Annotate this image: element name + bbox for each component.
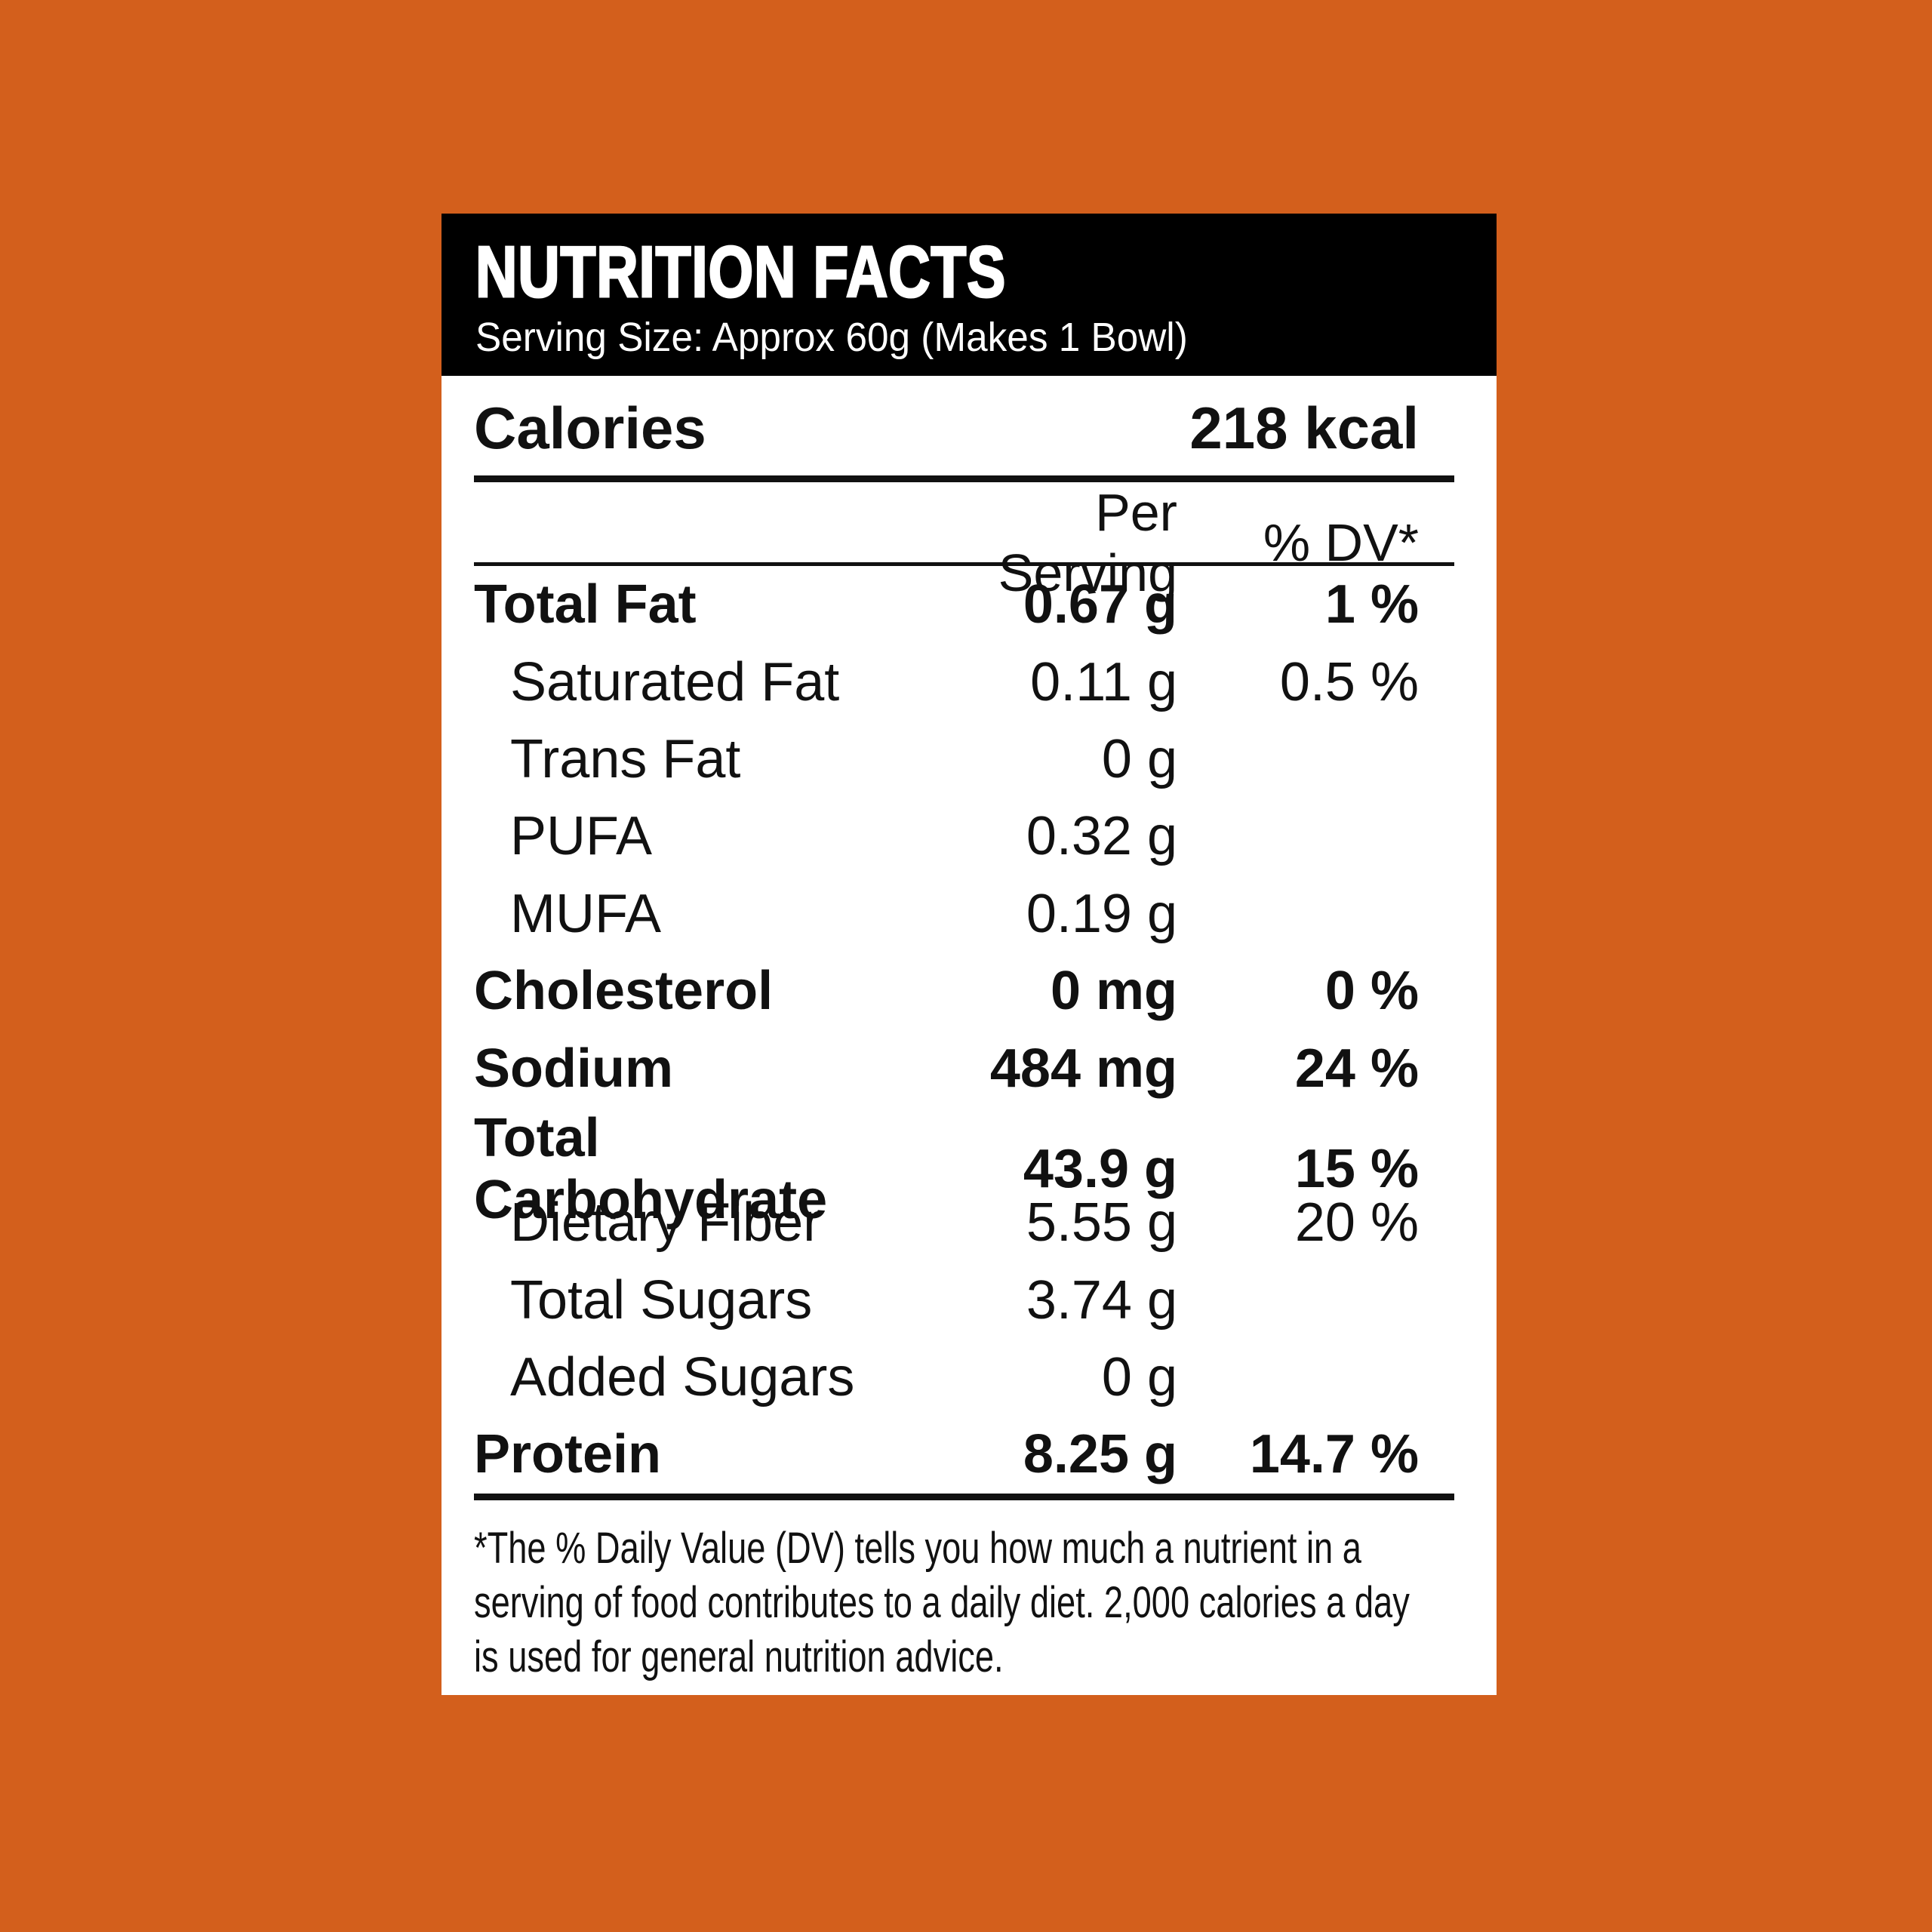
nutrient-name: Saturated Fat [510, 651, 840, 712]
serving-size-text: Serving Size: Approx 60g (Makes 1 Bowl) [475, 315, 1188, 360]
nutrient-row: Total Sugars 3.74 g [474, 1262, 1454, 1339]
nutrient-name: Cholesterol [474, 961, 774, 1022]
nutrient-name: MUFA [510, 883, 662, 944]
nutrient-name: Total Carbohydrate [474, 1107, 828, 1230]
nutrient-daily-value: 0.5 % [1279, 651, 1419, 712]
nutrient-name: Dietary Fiber [510, 1192, 822, 1254]
footnote-line: serving of food contributes to a daily d… [474, 1577, 1410, 1627]
nutrient-name: Added Sugars [510, 1347, 855, 1408]
label-header: NUTRITION FACTS Serving Size: Approx 60g… [441, 214, 1497, 376]
footnote-line: is used for general nutrition advice. [474, 1632, 1004, 1681]
nutrient-amount: 0 g [1101, 1347, 1177, 1408]
nutrient-name: Total Fat [474, 574, 697, 635]
nutrient-daily-value: 1 % [1324, 574, 1419, 635]
nutrient-row: Dietary Fiber 5.55 g 20 % [474, 1184, 1454, 1261]
nutrient-name: Sodium [474, 1038, 673, 1099]
nutrient-row: Added Sugars 0 g [474, 1339, 1454, 1416]
nutrient-row: MUFA 0.19 g [474, 875, 1454, 952]
footnote-line: *The % Daily Value (DV) tells you how mu… [474, 1523, 1361, 1573]
nutrient-amount: 0.32 g [1026, 806, 1177, 867]
nutrient-name: Trans Fat [510, 728, 741, 789]
label-body: Calories 218 kcal Per Serving % DV* Tota… [441, 376, 1497, 1684]
nutrient-row: Cholesterol 0 mg 0 % [474, 952, 1454, 1029]
nutrient-daily-value: 14.7 % [1249, 1424, 1419, 1485]
nutrient-rows: Total Fat 0.67 g 1 % Saturated Fat 0.11 g 0.5… [474, 566, 1454, 1494]
calories-value: 218 kcal [1189, 394, 1419, 461]
divider-thin [474, 562, 1454, 566]
per-serving-column-header: Per Serving [998, 483, 1177, 602]
nutrient-row: Trans Fat 0 g [474, 721, 1454, 798]
nutrient-row: Saturated Fat 0.11 g 0.5 % [474, 643, 1454, 720]
daily-value-column-header: % DV* [1263, 513, 1419, 572]
calories-row: Calories 218 kcal [474, 376, 1454, 475]
nutrient-daily-value: 15 % [1294, 1138, 1419, 1199]
nutrient-amount: 0.67 g [1023, 574, 1177, 635]
divider-thick-top [474, 475, 1454, 482]
divider-thick-bottom [474, 1493, 1454, 1500]
nutrient-amount: 0 g [1101, 728, 1177, 789]
nutrient-row: Protein 8.25 g 14.7 % [474, 1416, 1454, 1493]
nutrient-amount: 5.55 g [1026, 1192, 1177, 1254]
nutrient-daily-value: 0 % [1324, 961, 1419, 1022]
nutrient-row: PUFA 0.32 g [474, 798, 1454, 875]
label-title: NUTRITION FACTS [475, 232, 1007, 312]
nutrient-amount: 43.9 g [1023, 1138, 1177, 1199]
nutrient-amount: 0.11 g [1030, 651, 1177, 712]
nutrition-facts-label: NUTRITION FACTS Serving Size: Approx 60g… [441, 214, 1497, 1695]
nutrient-amount: 484 mg [989, 1038, 1177, 1099]
footnote-line-wrap: is used for general nutrition advice. [474, 1630, 1454, 1684]
nutrient-row: Total Fat 0.67 g 1 % [474, 566, 1454, 643]
footnote-line-wrap: serving of food contributes to a daily d… [474, 1576, 1454, 1630]
nutrient-amount: 0 mg [1050, 961, 1177, 1022]
footnote-line-wrap: *The % Daily Value (DV) tells you how mu… [474, 1521, 1454, 1576]
nutrient-amount: 3.74 g [1026, 1269, 1177, 1331]
nutrient-daily-value: 20 % [1294, 1192, 1419, 1254]
nutrient-amount: 0.19 g [1026, 883, 1177, 944]
daily-value-footnote: *The % Daily Value (DV) tells you how mu… [474, 1521, 1454, 1684]
nutrient-row: Total Carbohydrate 43.9 g 15 % [474, 1107, 1454, 1230]
nutrient-row: Sodium 484 mg 24 % [474, 1029, 1454, 1106]
nutrient-amount: 8.25 g [1023, 1424, 1177, 1485]
nutrient-daily-value: 24 % [1294, 1038, 1419, 1099]
nutrient-name: PUFA [510, 806, 653, 867]
nutrient-name: Protein [474, 1424, 662, 1485]
calories-label: Calories [474, 394, 706, 461]
nutrient-name: Total Sugars [510, 1269, 813, 1331]
column-header-row: Per Serving % DV* [474, 482, 1454, 602]
